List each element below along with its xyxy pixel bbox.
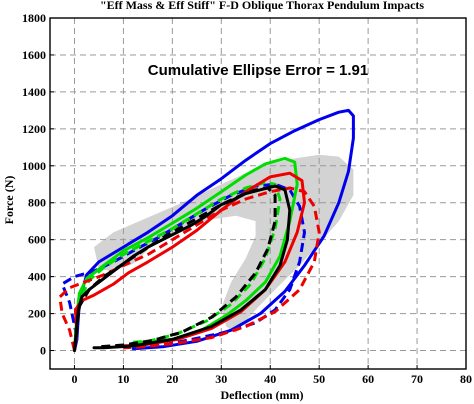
x-tick-label: 80 xyxy=(460,372,472,386)
y-tick-label: 1600 xyxy=(22,48,46,62)
y-tick-label: 600 xyxy=(28,233,46,247)
plot-frame xyxy=(49,17,467,370)
x-tick-label: 60 xyxy=(362,372,374,386)
x-tick-label: 0 xyxy=(71,372,77,386)
y-axis-label: Force (N) xyxy=(2,176,16,225)
x-tick-label: 20 xyxy=(166,372,178,386)
y-tick-label: 1200 xyxy=(22,122,46,136)
chart-title: "Eff Mass & Eff Stiff" F-D Oblique Thora… xyxy=(100,0,424,12)
y-tick-label: 200 xyxy=(28,307,46,321)
y-tick-label: 800 xyxy=(28,196,46,210)
x-tick-label: 50 xyxy=(313,372,325,386)
y-tick-label: 1000 xyxy=(22,159,46,173)
x-tick-label: 10 xyxy=(117,372,129,386)
series-line-6 xyxy=(58,186,321,351)
series-line-1 xyxy=(73,108,355,352)
y-tick-label: 400 xyxy=(28,270,46,284)
series-line-5 xyxy=(73,171,306,352)
series-line-4 xyxy=(73,180,282,351)
x-tick-label: 70 xyxy=(411,372,423,386)
chart-annotation: Cumulative Ellipse Error = 1.91 xyxy=(148,62,369,79)
y-tick-label: 0 xyxy=(40,344,46,358)
x-tick-label: 40 xyxy=(264,372,276,386)
x-tick-label: 30 xyxy=(215,372,227,386)
y-tick-label: 1400 xyxy=(22,85,46,99)
x-axis-label: Deflection (mm) xyxy=(221,388,304,402)
y-tick-label: 1800 xyxy=(22,11,46,25)
